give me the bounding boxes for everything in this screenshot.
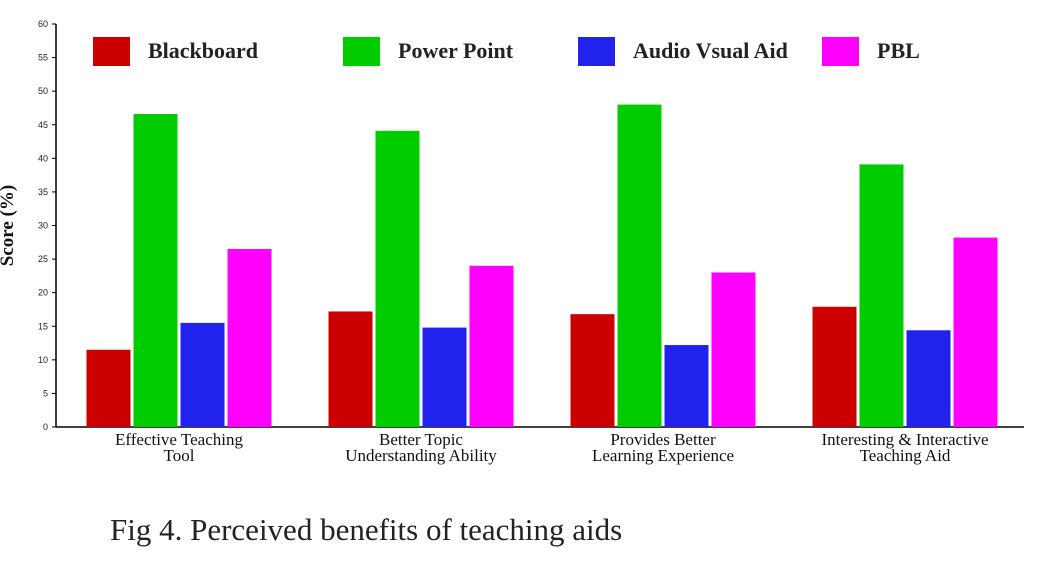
bar-chart: 0 5 10 15 20 25 30 35 40 45 50 55 60 Score (%) Effecti… [0,19,1024,465]
plot-area: 0 5 10 15 20 25 30 35 40 45 50 55 60 Score (%) Effecti… [0,19,1024,465]
bar-blackboard [328,311,373,427]
figure-caption: Fig 4. Perceived benefits of teaching ai… [110,512,623,547]
x-category-label: Interesting & Interactive [821,430,988,449]
legend-swatch [578,37,615,66]
bar-blackboard [812,306,857,427]
x-category-label: Provides Better [610,430,716,449]
bar-power-point [859,164,904,427]
bar-audio-vsual-aid [664,345,709,427]
x-category-label: Understanding Ability [345,446,497,465]
x-category-label: Teaching Aid [860,446,951,465]
legend-swatch [343,37,380,66]
y-tick-label: 30 [38,221,48,231]
x-category-label: Better Topic [379,430,463,449]
x-category-label: Learning Experience [592,446,734,465]
y-tick-label: 50 [38,86,48,96]
bar-pbl [711,272,756,427]
y-axis-title: Score (%) [0,185,18,266]
y-tick-label: 10 [38,355,48,365]
legend: Blackboard Power Point Audio Vsual Aid PBL [93,37,920,66]
bar-audio-vsual-aid [906,330,951,427]
legend-label: Audio Vsual Aid [633,38,788,63]
y-tick-label: 5 [43,388,48,398]
bar-power-point [133,114,178,428]
legend-label: Power Point [398,38,514,63]
legend-label: PBL [877,38,920,63]
bar-blackboard [570,314,615,427]
y-tick-label: 60 [38,19,48,29]
y-tick-label: 55 [38,53,48,63]
y-tick-label: 20 [38,288,48,298]
y-tick-label: 25 [38,254,48,264]
y-tick-label: 40 [38,153,48,163]
legend-swatch [93,37,130,66]
y-tick-label: 35 [38,187,48,197]
x-category-label: Tool [164,446,195,465]
bar-pbl [953,237,998,427]
bar-audio-vsual-aid [422,327,467,427]
bar-blackboard [86,349,131,427]
bar-audio-vsual-aid [180,322,225,427]
y-tick-label: 15 [38,321,48,331]
legend-label: Blackboard [148,38,258,63]
x-category-label: Effective Teaching [115,430,243,449]
bar-pbl [227,249,272,427]
y-tick-label: 0 [43,422,48,432]
legend-swatch [822,37,859,66]
bar-pbl [469,265,514,427]
y-tick-label: 45 [38,120,48,130]
bar-power-point [375,130,420,428]
bar-power-point [617,104,662,427]
